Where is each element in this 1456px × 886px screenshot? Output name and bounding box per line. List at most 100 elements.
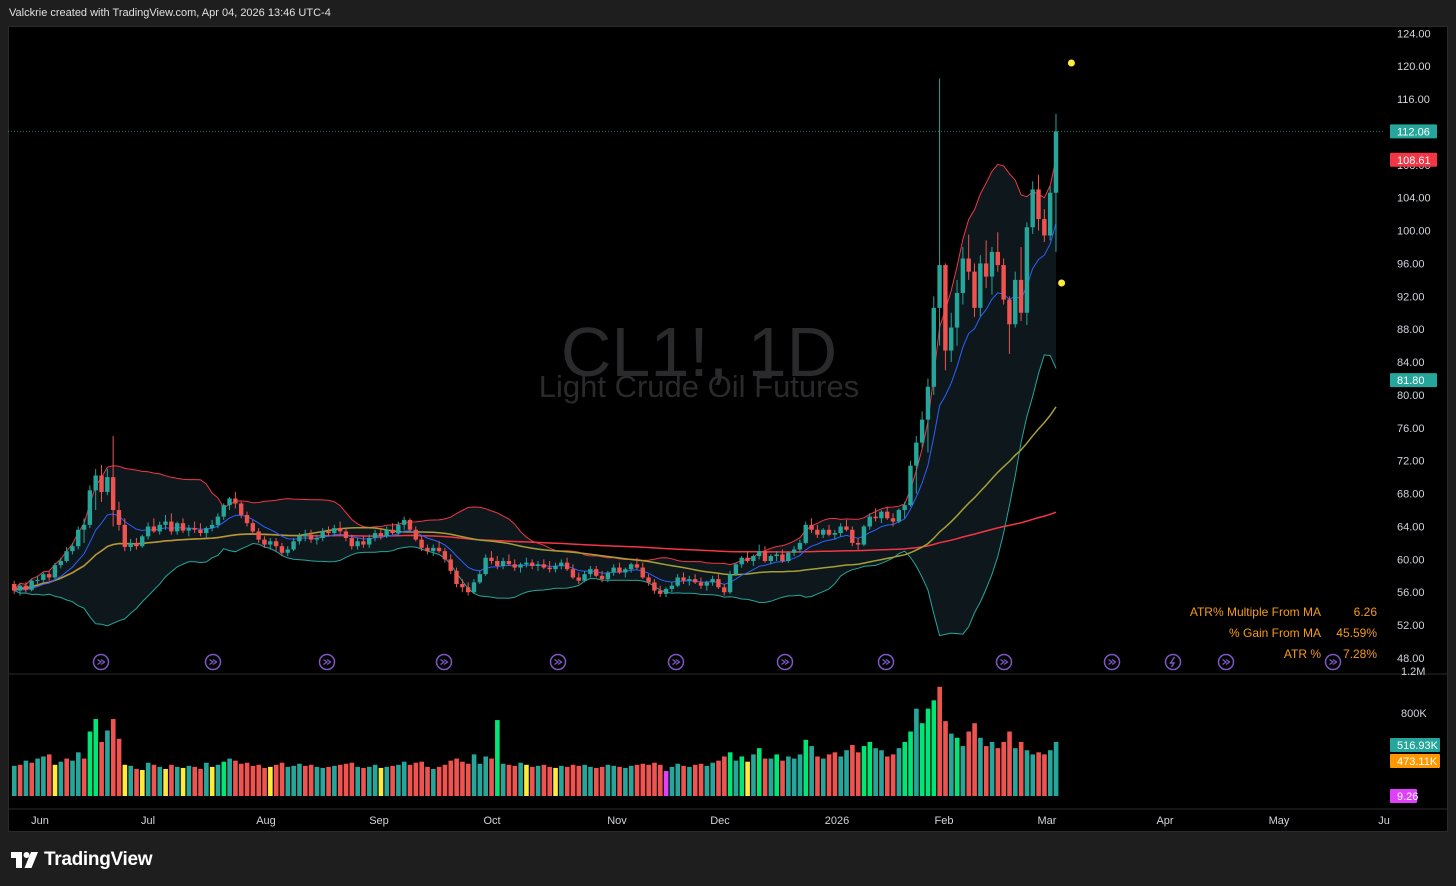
sma-mid-line bbox=[13, 406, 1057, 592]
volume-bar bbox=[582, 764, 587, 796]
chart-frame[interactable] bbox=[8, 26, 1448, 832]
time-tick-label: Feb bbox=[935, 815, 954, 827]
candle-body bbox=[931, 307, 936, 387]
candle-body bbox=[908, 465, 913, 506]
volume-bar bbox=[756, 748, 762, 796]
volume-bar bbox=[617, 766, 622, 796]
volume-bar bbox=[285, 766, 291, 796]
volume-bar bbox=[70, 760, 75, 796]
volume-bar bbox=[1047, 750, 1053, 796]
dividend-event-glyph bbox=[1108, 658, 1117, 666]
dividend-event-glyph bbox=[323, 658, 332, 666]
volume-bar bbox=[256, 764, 262, 796]
candle-body bbox=[64, 551, 69, 562]
dividend-event-glyph bbox=[554, 658, 563, 666]
volume-bar bbox=[931, 700, 937, 796]
candle-body bbox=[81, 524, 87, 530]
candle-body bbox=[960, 258, 966, 294]
footer: TradingView bbox=[0, 838, 1456, 886]
volume-bar bbox=[198, 768, 203, 796]
stat-label: % Gain From MA bbox=[1229, 626, 1321, 640]
volume-bar bbox=[541, 764, 547, 796]
candle-body bbox=[413, 529, 418, 540]
volume-bar bbox=[529, 766, 535, 796]
volume-bar bbox=[966, 731, 972, 796]
volume-bar bbox=[669, 766, 675, 796]
volume-tick-label: 800K bbox=[1401, 708, 1427, 720]
volume-bar bbox=[308, 764, 314, 796]
price-axis[interactable]: 124.00120.00116.00112.00108.00104.00100.… bbox=[8, 28, 1448, 675]
candle-body bbox=[564, 562, 570, 570]
dividend-event-icon bbox=[1324, 653, 1342, 671]
volume-bar bbox=[861, 746, 867, 796]
bollinger-fill bbox=[14, 159, 1057, 636]
volume-bar bbox=[343, 763, 349, 796]
volume-bar bbox=[238, 763, 244, 796]
volume-bar bbox=[1024, 750, 1030, 796]
volume-bar bbox=[500, 763, 506, 796]
volume-bar bbox=[337, 764, 343, 796]
candle-body bbox=[873, 516, 878, 519]
candle-body bbox=[116, 510, 122, 525]
price-tick-label: 48.00 bbox=[1397, 653, 1425, 665]
time-tick-label: Nov bbox=[607, 815, 627, 827]
dividend-event-glyph bbox=[440, 658, 449, 666]
candle-body bbox=[489, 557, 494, 562]
volume-bar bbox=[483, 756, 489, 796]
candle-body bbox=[204, 528, 209, 534]
volume-bar bbox=[1036, 752, 1041, 796]
volume-bar bbox=[76, 752, 81, 796]
candle-body bbox=[815, 529, 820, 535]
volume-bar bbox=[87, 731, 93, 796]
candle-body bbox=[227, 498, 232, 506]
moving-averages bbox=[8, 130, 1384, 592]
volume-bar bbox=[1013, 748, 1018, 796]
stat-value: 6.26 bbox=[1354, 605, 1378, 619]
volume-axis[interactable]: 1.2M 800K bbox=[1401, 666, 1427, 720]
tradingview-logo[interactable]: TradingView bbox=[11, 848, 153, 872]
candle-body bbox=[1018, 279, 1024, 313]
dividend-event-glyph bbox=[882, 658, 891, 666]
volume-bar bbox=[832, 752, 838, 796]
volume-bar bbox=[960, 746, 966, 796]
candle-body bbox=[471, 582, 477, 593]
volume-bar bbox=[477, 763, 483, 796]
candle-body bbox=[716, 579, 721, 588]
volume-bar bbox=[553, 767, 558, 796]
volume-bar bbox=[675, 763, 681, 796]
time-tick-label: May bbox=[1269, 815, 1290, 827]
volume-bar bbox=[390, 765, 395, 796]
candle-body bbox=[419, 539, 424, 548]
volume-bar bbox=[367, 766, 372, 796]
candle-body bbox=[658, 590, 663, 594]
stat-value: 45.59% bbox=[1336, 626, 1377, 640]
candle-body bbox=[803, 524, 808, 543]
volume-bar bbox=[471, 754, 477, 796]
volume-bar bbox=[52, 764, 58, 796]
candle-body bbox=[1007, 299, 1012, 325]
time-tick-label: 2026 bbox=[825, 815, 849, 827]
chart-svg[interactable]: CL1!, 1D Light Crude Oil Futures 124.00 1… bbox=[8, 26, 1448, 832]
dividend-event-icon bbox=[1103, 653, 1121, 671]
candle-body bbox=[157, 524, 162, 532]
candle-body bbox=[401, 519, 407, 525]
candle-body bbox=[448, 559, 453, 571]
volume-bar bbox=[134, 768, 139, 796]
dividend-event-glyph bbox=[781, 658, 790, 666]
top-bar: Valckrie created with TradingView.com, A… bbox=[0, 0, 1456, 26]
volume-bar bbox=[151, 764, 157, 796]
candle-body bbox=[198, 529, 203, 534]
price-tick-label: 104.00 bbox=[1397, 193, 1431, 205]
volume-bar bbox=[186, 765, 192, 796]
volume-bar bbox=[815, 756, 820, 796]
volume-bar bbox=[570, 764, 576, 796]
candle-body bbox=[914, 442, 919, 466]
volume-bar bbox=[989, 741, 995, 796]
volume-bar bbox=[687, 766, 692, 796]
volume-bar bbox=[867, 741, 873, 796]
candle-body bbox=[41, 574, 46, 580]
volume-bar bbox=[378, 767, 384, 796]
candle-body bbox=[669, 585, 675, 589]
candle-body bbox=[134, 542, 139, 547]
time-axis[interactable]: Jun Jul Aug Sep Oct Nov Dec 2026 Feb Mar Apr May Ju bbox=[8, 808, 1448, 827]
